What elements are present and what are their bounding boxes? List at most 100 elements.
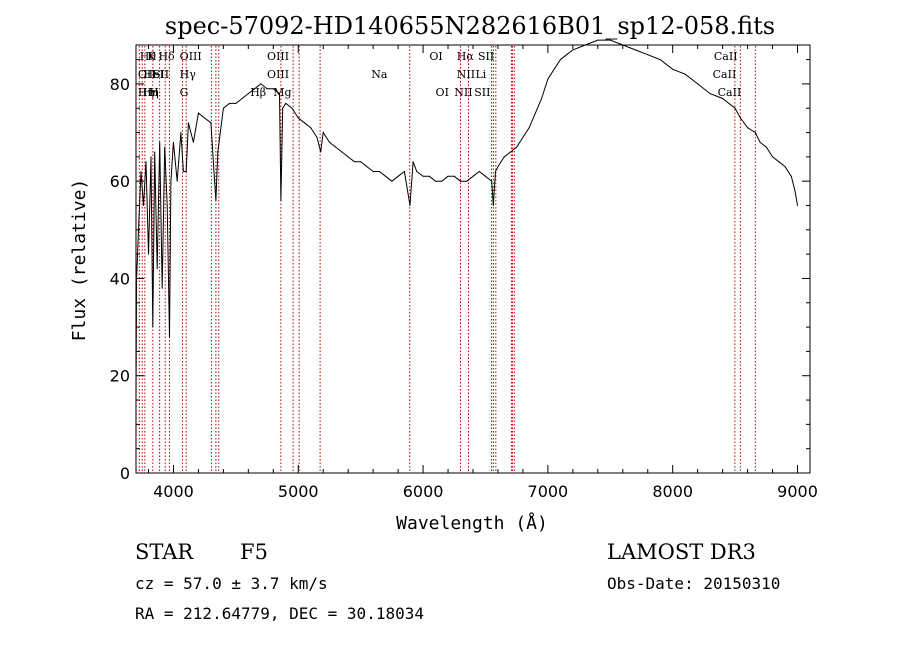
line-label-0-3: OIII xyxy=(180,50,202,63)
spectrum-point-66 xyxy=(422,175,424,177)
spectrum-point-63 xyxy=(409,205,411,206)
spectrum-point-65 xyxy=(416,171,418,172)
observation-date: Obs-Date: 20150310 xyxy=(607,574,780,593)
spectrum-point-81 xyxy=(503,156,505,158)
spectrum-point-79 xyxy=(495,171,496,172)
spectrum-point-38 xyxy=(272,88,274,90)
line-label-0-8: CaII xyxy=(714,50,738,63)
spectrum-point-116 xyxy=(797,205,798,206)
line-label-2-9: CaII xyxy=(718,86,742,99)
spectrum-point-56 xyxy=(366,166,368,168)
spectrum-point-58 xyxy=(378,171,380,172)
line-label-0-7: SII xyxy=(478,50,494,63)
spectrum-point-14 xyxy=(166,205,168,206)
x-tick-label-5: 9000 xyxy=(777,482,818,501)
spectral-subclass: F5 xyxy=(240,540,268,564)
spectrum-point-11 xyxy=(159,141,161,143)
y-tick-label-2: 40 xyxy=(110,269,130,288)
spectrum-point-15 xyxy=(169,336,170,338)
spectrum-point-35 xyxy=(254,88,256,90)
spectrum-point-92 xyxy=(572,49,574,51)
spectrum-point-31 xyxy=(229,102,231,104)
spectrum-point-76 xyxy=(485,175,486,177)
spectrum-point-85 xyxy=(528,127,530,129)
spectrum-point-40 xyxy=(280,200,282,202)
chart-title: spec-57092-HD140655N282616B01_sp12-058.f… xyxy=(165,12,775,40)
spectrum-point-32 xyxy=(235,102,237,104)
spectrum-point-74 xyxy=(472,175,474,177)
survey-name: LAMOST DR3 xyxy=(607,540,756,564)
spectrum-point-34 xyxy=(247,93,249,95)
spectrum-point-17 xyxy=(172,141,174,143)
line-label-1-2: SII xyxy=(153,68,169,81)
spectrum-point-64 xyxy=(412,161,414,163)
x-axis-ticks: 4000 5000 6000 7000 8000 9000 xyxy=(147,45,818,501)
spectrum-point-90 xyxy=(559,59,561,61)
spectrum-point-86 xyxy=(534,112,536,114)
spectrum-point-87 xyxy=(541,98,543,99)
spectrum-point-59 xyxy=(385,175,387,177)
spectrum-point-112 xyxy=(778,161,780,163)
spectrum-point-106 xyxy=(739,117,741,119)
spectrum-series xyxy=(135,39,798,401)
x-tick-label-0: 4000 xyxy=(153,482,194,501)
spectrum-point-52 xyxy=(341,151,343,153)
spectrum-point-84 xyxy=(522,136,524,138)
line-label-1-0: OII xyxy=(138,68,156,81)
line-label-0-0: Hθ xyxy=(140,50,157,63)
y-tick-label-4: 80 xyxy=(110,75,130,94)
x-tick-label-4: 8000 xyxy=(652,482,693,501)
line-label-1-7: Li xyxy=(475,68,486,81)
spectrum-point-107 xyxy=(747,127,749,129)
spectrum-point-28 xyxy=(215,200,217,202)
line-label-1-8: CaII xyxy=(713,68,737,81)
spectrum-point-5 xyxy=(145,161,147,163)
x-tick-label-1: 5000 xyxy=(278,482,319,501)
spectrum-point-60 xyxy=(391,180,393,182)
spectrum-point-30 xyxy=(222,107,224,109)
spectrum-point-98 xyxy=(647,54,649,56)
spectrum-point-99 xyxy=(659,59,661,61)
spectrum-point-97 xyxy=(634,49,636,51)
spectrum-point-82 xyxy=(509,151,511,153)
spectrum-point-16 xyxy=(170,180,172,182)
line-label-1-3: Hγ xyxy=(180,68,197,81)
spectrum-point-67 xyxy=(428,175,430,177)
spectrum-point-62 xyxy=(403,171,405,172)
spectrum-point-53 xyxy=(347,156,349,158)
spectrum-point-19 xyxy=(180,132,182,133)
spectrum-point-73 xyxy=(466,180,468,182)
spectrum-point-102 xyxy=(697,83,699,85)
spectrum-point-13 xyxy=(164,146,166,148)
spectrum-point-54 xyxy=(353,161,355,163)
spectrum-point-100 xyxy=(672,68,674,70)
spectrum-point-6 xyxy=(148,253,149,255)
spectrum-point-24 xyxy=(197,112,199,114)
spectrum-point-55 xyxy=(360,161,362,163)
spectrum-point-37 xyxy=(266,88,268,90)
spectrum-point-70 xyxy=(447,175,449,177)
spectrum-point-9 xyxy=(154,151,156,153)
spectrum-point-36 xyxy=(260,83,262,85)
spectrum-point-68 xyxy=(435,180,437,182)
spectrum-point-113 xyxy=(784,166,786,168)
spectrum-point-25 xyxy=(204,117,206,119)
spectrum-point-111 xyxy=(772,156,774,158)
spectrum-point-21 xyxy=(185,171,187,172)
x-tick-label-2: 6000 xyxy=(403,482,444,501)
spectrum-point-33 xyxy=(241,98,243,99)
line-label-2-2: H xyxy=(149,86,159,99)
spectrum-point-46 xyxy=(310,127,312,129)
spectrum-point-43 xyxy=(291,107,293,109)
line-label-2-1: Hη xyxy=(142,86,158,99)
object-type: STAR xyxy=(135,540,194,564)
spectrum-point-88 xyxy=(547,78,549,80)
spectrum-point-8 xyxy=(152,326,154,328)
spectrum-point-51 xyxy=(335,146,337,148)
spectrum-point-75 xyxy=(478,171,480,172)
spectral-line-markers xyxy=(138,46,756,473)
spectrum-point-50 xyxy=(329,141,330,143)
y-axis-label: Flux (relative) xyxy=(69,179,90,342)
